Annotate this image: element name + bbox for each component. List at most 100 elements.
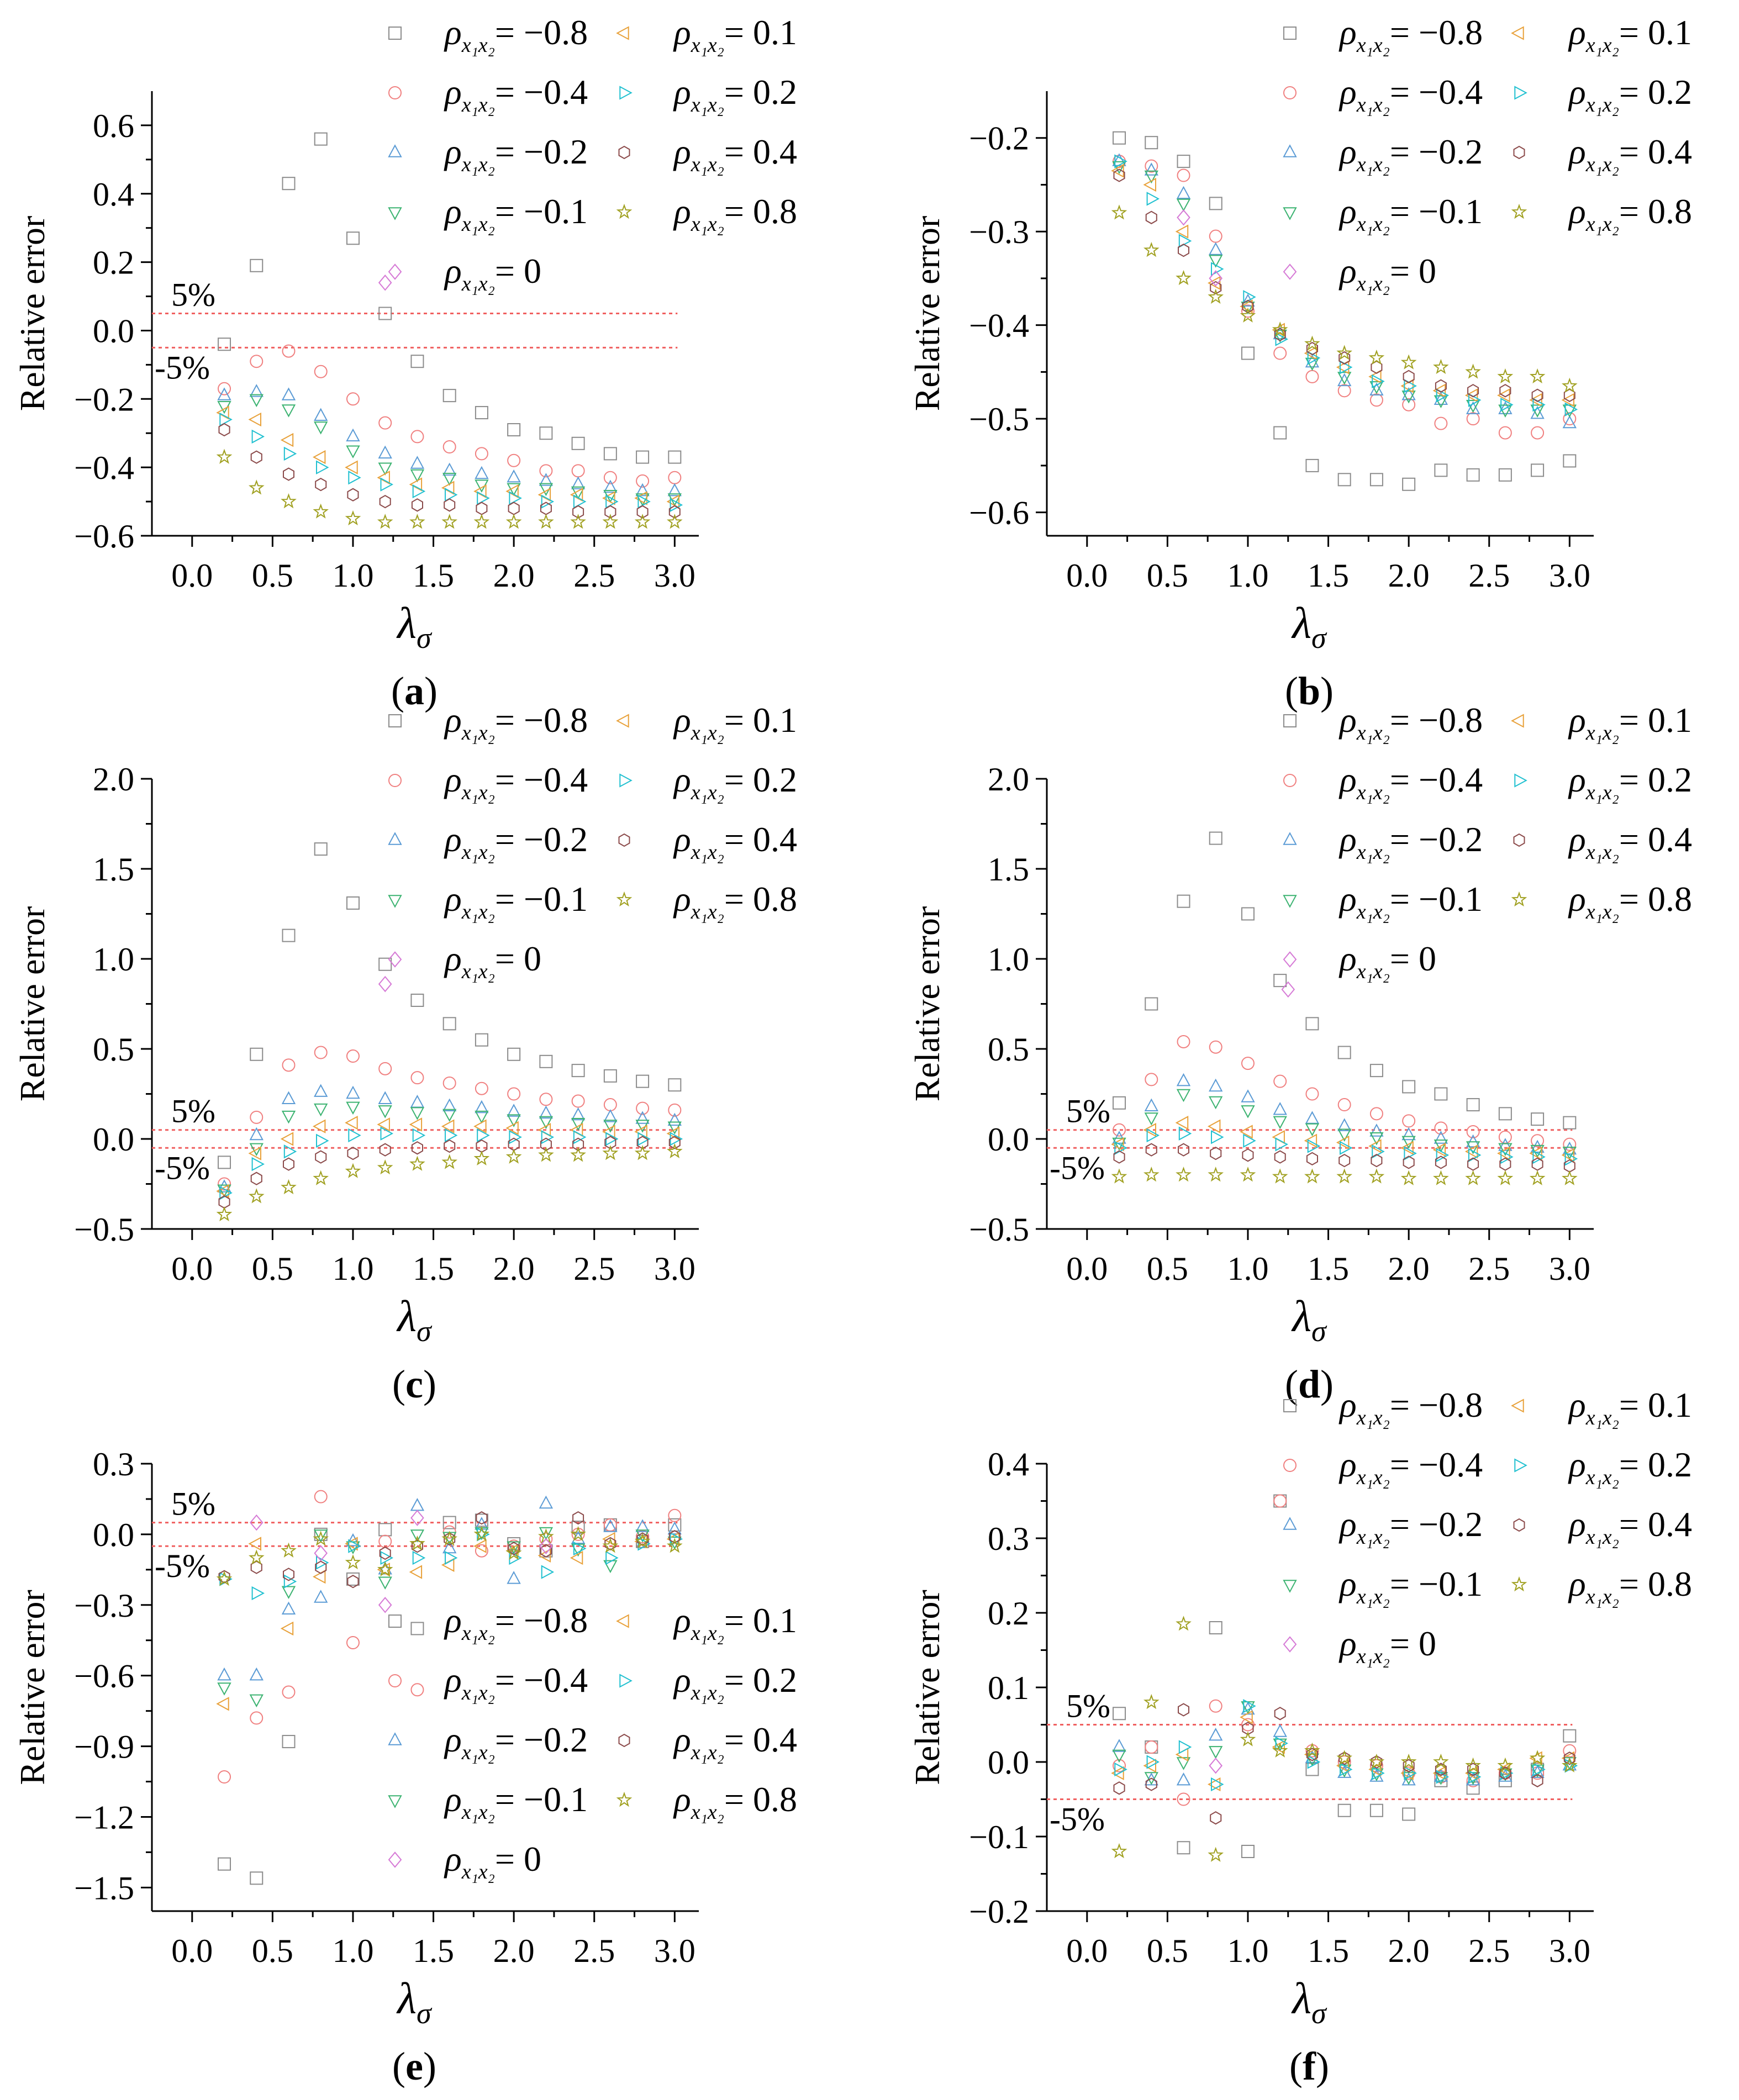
y-tick-label: 2.0: [988, 761, 1029, 798]
data-point: [1434, 1131, 1448, 1144]
legend-label: ρx₁x₂= −0.2: [1338, 132, 1483, 176]
data-point: [1145, 1073, 1158, 1086]
series-m02: [217, 1084, 682, 1193]
data-point: [281, 1601, 296, 1614]
data-point: [313, 1170, 329, 1185]
legend-label: ρx₁x₂= 0.2: [673, 760, 797, 804]
series-p01: [216, 405, 679, 509]
data-point: [1466, 468, 1480, 482]
legend-entry-m08: ρx₁x₂= −0.8: [1283, 13, 1483, 57]
legend-marker: [616, 714, 629, 728]
data-point: [573, 1130, 587, 1144]
data-point: [507, 423, 521, 437]
data-point: [1272, 321, 1288, 337]
data-point: [379, 494, 391, 509]
data-point: [1561, 1148, 1574, 1162]
series-p02: [219, 412, 683, 512]
data-point: [1562, 377, 1578, 393]
data-point: [1499, 1766, 1511, 1780]
data-point: [1208, 1777, 1221, 1792]
legend-marker: [1283, 27, 1297, 40]
panel-b: 0.0 0.5 1.0 1.5 2.0 2.5 3.0 −0.6 −0.5 −0.4 −0.3 −0.…: [908, 13, 1692, 713]
y-tick-label: 0.5: [93, 1031, 134, 1068]
data-point: [410, 469, 425, 483]
data-point: [1145, 1777, 1157, 1791]
x-tick-label: 2.5: [573, 1933, 615, 1969]
y-tick-label: −0.6: [74, 518, 134, 555]
legend-entry-p08: ρx₁x₂= 0.8: [1511, 1564, 1692, 1608]
legend-label: ρx₁x₂= −0.1: [1338, 879, 1483, 924]
data-point: [1500, 398, 1514, 412]
data-point: [571, 1107, 586, 1121]
legend-entry-m01: ρx₁x₂= −0.1: [388, 1780, 588, 1824]
data-point: [475, 1100, 489, 1114]
data-point: [1531, 426, 1545, 440]
x-tick-label: 1.0: [1227, 557, 1268, 594]
data-point: [1241, 293, 1255, 307]
data-point: [1404, 1766, 1417, 1780]
data-point: [1243, 1133, 1256, 1148]
data-point: [634, 1145, 651, 1160]
legend-label: ρx₁x₂= 0.8: [1568, 879, 1692, 924]
data-point: [282, 1058, 296, 1072]
data-point: [1143, 1167, 1160, 1182]
data-point: [1144, 1112, 1158, 1126]
data-point: [1176, 1772, 1191, 1786]
series-p02: [1114, 154, 1578, 416]
data-point: [442, 1017, 456, 1031]
series-m08: [1113, 131, 1577, 491]
data-point: [1211, 1130, 1224, 1144]
data-point: [315, 1150, 327, 1164]
data-point: [538, 514, 554, 529]
legend-entry-m01: ρx₁x₂= −0.1: [388, 192, 588, 236]
data-point: [1273, 1102, 1287, 1115]
legend-label: ρx₁x₂= −0.1: [1338, 1564, 1483, 1608]
data-point: [1467, 1157, 1479, 1171]
x-tick-label: 2.0: [493, 1250, 535, 1287]
data-point: [250, 1172, 262, 1185]
data-point: [507, 453, 521, 467]
data-point: [508, 502, 520, 515]
data-point: [1210, 1811, 1222, 1825]
data-point: [1114, 1141, 1127, 1155]
data-point: [441, 481, 455, 495]
data-point: [1337, 1098, 1351, 1112]
data-point: [1209, 1096, 1223, 1110]
data-point: [281, 493, 297, 509]
data-point: [1404, 1146, 1417, 1160]
data-point: [314, 1103, 328, 1117]
data-point: [1530, 1139, 1545, 1153]
data-point: [1466, 401, 1480, 414]
data-point: [666, 1143, 683, 1158]
data-point: [1144, 162, 1158, 176]
series-p02: [1114, 1126, 1578, 1166]
legend-label: ρx₁x₂= −0.4: [444, 760, 588, 804]
legend-marker: [619, 773, 633, 788]
data-point: [281, 1586, 296, 1600]
data-point: [1369, 473, 1383, 487]
data-point: [1435, 1763, 1447, 1776]
legend-label: ρx₁x₂= 0.2: [673, 1660, 797, 1705]
x-tick-label: 0.5: [252, 1250, 293, 1287]
data-point: [1240, 1731, 1256, 1747]
data-point: [477, 491, 490, 505]
legend-label: ρx₁x₂= 0.4: [673, 820, 797, 864]
data-point: [1402, 1807, 1416, 1821]
data-point: [571, 1064, 585, 1078]
panel-e: 0.0 0.5 1.0 1.5 2.0 2.5 3.0 −1.5 −1.2 −0.9 −0.6 −0.…: [13, 1446, 797, 2088]
legend-label: ρx₁x₂= 0.1: [1568, 700, 1692, 745]
data-point: [1467, 384, 1479, 398]
legend-entry-m08: ρx₁x₂= −0.8: [388, 13, 588, 57]
data-point: [1209, 242, 1223, 255]
y-tick-label: 0.6: [93, 108, 134, 144]
data-point: [1273, 1116, 1287, 1130]
x-axis-subscript: σ: [417, 1997, 433, 2030]
data-point: [1337, 1128, 1352, 1142]
data-point: [1210, 281, 1222, 295]
data-point: [1241, 1845, 1255, 1858]
legend-entry-p02: ρx₁x₂= 0.2: [1514, 760, 1692, 804]
data-point: [248, 479, 265, 495]
data-point: [216, 1570, 233, 1586]
x-tick-label: 0.0: [171, 1250, 213, 1287]
data-point: [1177, 894, 1190, 908]
